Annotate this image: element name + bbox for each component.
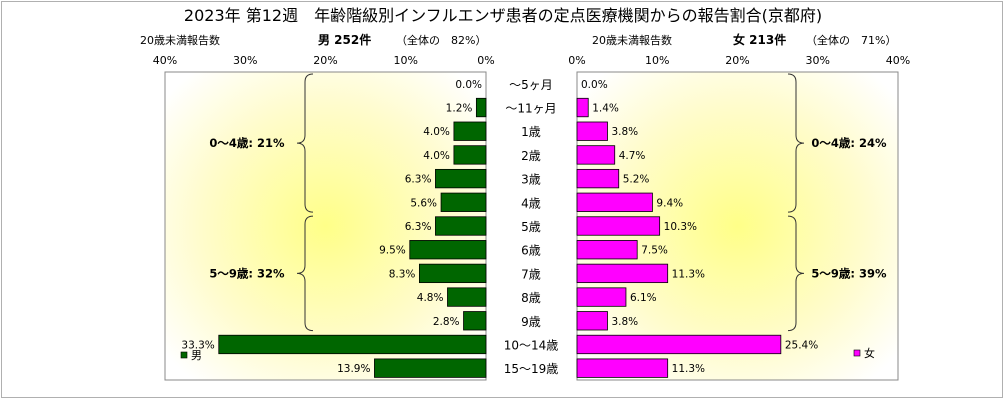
male-bar (463, 311, 487, 331)
male-value-label: 1.2% (446, 103, 473, 115)
female-bar (576, 168, 620, 189)
male-value-label: 0.0% (455, 79, 482, 91)
male-bar (409, 240, 487, 260)
age-category-label: 2歳 (521, 149, 541, 163)
male-bar (218, 334, 487, 355)
female-legend-swatch (853, 349, 861, 357)
female-legend-label: 女 (864, 346, 875, 360)
male-value-label: 6.3% (405, 221, 432, 233)
female-bar (576, 358, 669, 378)
male-value-label: 8.3% (389, 268, 416, 280)
age-category-label: 5歳 (521, 220, 541, 234)
female-group-bracket (787, 73, 805, 213)
male-bar (374, 358, 487, 378)
male-x-tick-label: 40% (153, 54, 177, 67)
male-x-tick-label: 20% (313, 54, 337, 67)
female-value-label: 0.0% (581, 79, 608, 91)
female-value-label: 6.1% (630, 292, 657, 304)
female-group-label: 5～9歳: 39% (811, 266, 887, 280)
female-bar (576, 216, 661, 236)
female-value-label: 1.4% (592, 103, 619, 115)
age-category-label: ～5ヶ月 (509, 78, 553, 92)
female-bar (576, 145, 616, 165)
male-group-label: 5～9歳: 32% (209, 266, 285, 280)
female-bar (576, 287, 627, 307)
chart-title: 2023年 第12週 年齢階級別インフルエンザ患者の定点医療機関からの報告割合(… (184, 6, 822, 25)
female-value-label: 9.4% (656, 197, 683, 209)
male-legend-label: 男 (191, 349, 202, 362)
male-bar (435, 216, 487, 236)
male-value-label: 2.8% (433, 316, 460, 328)
male-bar (418, 263, 487, 284)
age-category-label: 4歳 (521, 196, 541, 210)
male-group-bracket (296, 215, 314, 332)
male-bar (440, 192, 487, 212)
male-value-label: 33.3% (181, 339, 214, 351)
female-share: （全体の 71%） (806, 33, 896, 47)
female-bar (576, 240, 638, 260)
male-value-label: 4.8% (417, 292, 444, 304)
male-note: 20歳未満報告数 (140, 34, 220, 47)
male-legend-swatch (180, 351, 188, 359)
female-bar (576, 121, 608, 141)
male-bar (453, 121, 487, 141)
female-bar (576, 192, 653, 212)
female-x-tick-label: 20% (725, 54, 749, 67)
female-value-label: 10.3% (664, 221, 697, 233)
age-category-label: 10～14歳 (504, 338, 559, 352)
female-value-label: 4.7% (619, 150, 646, 162)
female-bar (576, 97, 589, 118)
male-share: （全体の 82%） (396, 33, 486, 47)
age-category-label: ～11ヶ月 (505, 102, 556, 116)
age-category-label: 8歳 (521, 291, 541, 305)
female-value-label: 3.8% (611, 316, 638, 328)
female-value-label: 7.5% (641, 245, 668, 257)
female-header: 女 213件 (733, 32, 786, 47)
male-value-label: 9.5% (379, 245, 406, 257)
male-header: 男 252件 (318, 32, 371, 47)
male-value-label: 6.3% (405, 174, 432, 186)
male-x-tick-label: 0% (477, 54, 494, 67)
male-bar (475, 97, 487, 118)
female-x-tick-label: 30% (806, 54, 830, 67)
female-note: 20歳未満報告数 (592, 34, 672, 47)
female-group-bracket (787, 215, 805, 332)
female-x-tick-label: 0% (568, 54, 585, 67)
age-category-label: 9歳 (521, 315, 541, 329)
male-bar (447, 287, 487, 307)
female-x-tick-label: 10% (645, 54, 669, 67)
age-category-label: 3歳 (521, 173, 541, 187)
female-value-label: 11.3% (672, 268, 705, 280)
age-category-label: 1歳 (521, 125, 541, 139)
age-category-label: 6歳 (521, 244, 541, 258)
female-bar (576, 334, 782, 355)
female-value-label: 5.2% (623, 174, 650, 186)
male-value-label: 4.0% (423, 126, 450, 138)
male-bar (435, 168, 487, 189)
age-category-label: 7歳 (521, 267, 541, 281)
male-group-label: 0～4歳: 21% (209, 136, 285, 150)
female-value-label: 3.8% (611, 126, 638, 138)
female-value-label: 11.3% (672, 363, 705, 375)
female-group-label: 0～4歳: 24% (811, 136, 887, 150)
female-value-label: 25.4% (785, 339, 818, 351)
male-plot-area (164, 71, 487, 381)
male-value-label: 13.9% (337, 363, 370, 375)
female-bar (576, 311, 608, 331)
male-value-label: 5.6% (410, 197, 437, 209)
male-x-tick-label: 10% (394, 54, 418, 67)
age-category-label: 15～19歳 (504, 362, 559, 376)
male-bar (453, 145, 487, 165)
female-bar (576, 263, 669, 284)
female-x-tick-label: 40% (886, 54, 910, 67)
male-x-tick-label: 30% (233, 54, 257, 67)
male-group-bracket (296, 73, 314, 213)
male-value-label: 4.0% (423, 150, 450, 162)
